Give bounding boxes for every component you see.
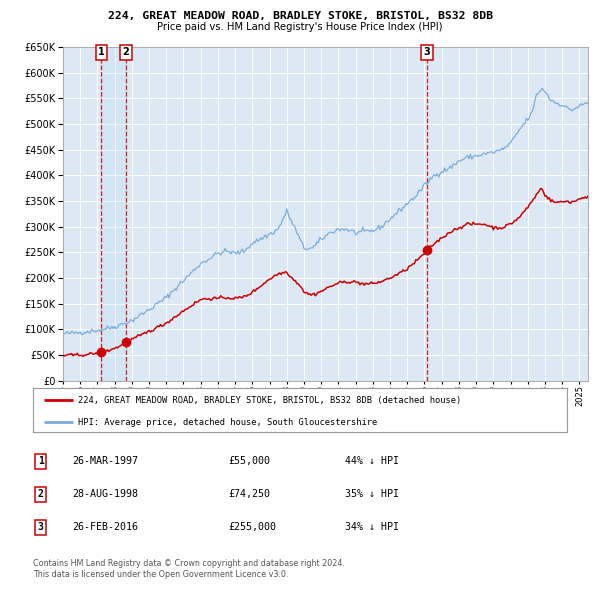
Text: 26-FEB-2016: 26-FEB-2016	[72, 523, 138, 532]
Text: This data is licensed under the Open Government Licence v3.0.: This data is licensed under the Open Gov…	[33, 571, 289, 579]
Text: 224, GREAT MEADOW ROAD, BRADLEY STOKE, BRISTOL, BS32 8DB (detached house): 224, GREAT MEADOW ROAD, BRADLEY STOKE, B…	[79, 395, 461, 405]
Text: 26-MAR-1997: 26-MAR-1997	[72, 457, 138, 466]
Text: HPI: Average price, detached house, South Gloucestershire: HPI: Average price, detached house, Sout…	[79, 418, 377, 427]
Text: 224, GREAT MEADOW ROAD, BRADLEY STOKE, BRISTOL, BS32 8DB: 224, GREAT MEADOW ROAD, BRADLEY STOKE, B…	[107, 11, 493, 21]
Text: Price paid vs. HM Land Registry's House Price Index (HPI): Price paid vs. HM Land Registry's House …	[157, 22, 443, 32]
Text: 3: 3	[424, 47, 430, 57]
Text: 2: 2	[122, 47, 130, 57]
Text: 35% ↓ HPI: 35% ↓ HPI	[345, 490, 399, 499]
Bar	[101, 47, 126, 381]
Text: £55,000: £55,000	[228, 457, 270, 466]
Text: Contains HM Land Registry data © Crown copyright and database right 2024.: Contains HM Land Registry data © Crown c…	[33, 559, 345, 568]
Text: 2: 2	[38, 490, 44, 499]
Text: £74,250: £74,250	[228, 490, 270, 499]
Text: 28-AUG-1998: 28-AUG-1998	[72, 490, 138, 499]
Text: 44% ↓ HPI: 44% ↓ HPI	[345, 457, 399, 466]
Text: £255,000: £255,000	[228, 523, 276, 532]
Text: 34% ↓ HPI: 34% ↓ HPI	[345, 523, 399, 532]
Text: 3: 3	[38, 523, 44, 532]
Text: 1: 1	[98, 47, 105, 57]
Text: 1: 1	[38, 457, 44, 466]
